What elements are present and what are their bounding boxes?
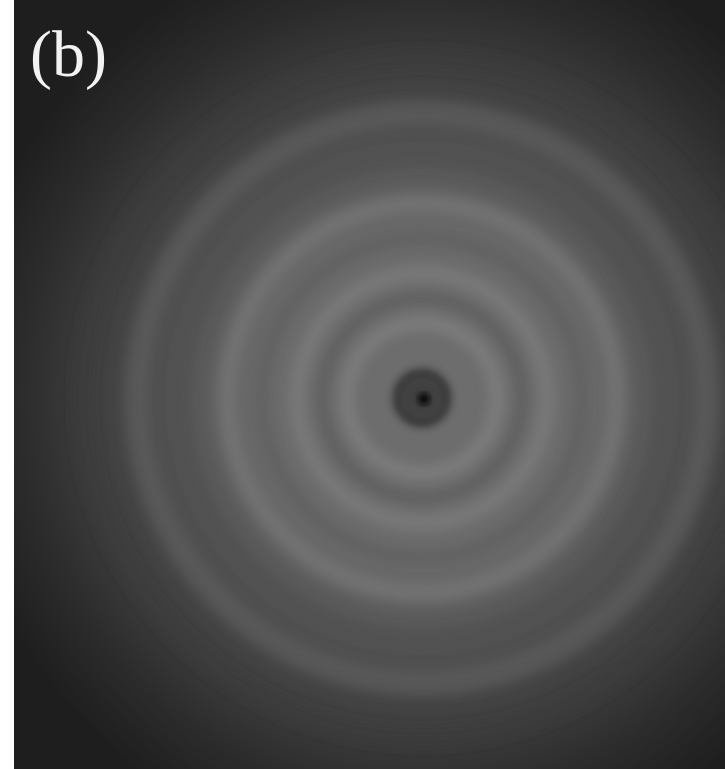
panel-label: (b) <box>30 18 107 91</box>
figure-panel: (b) <box>0 0 725 769</box>
page: {"panel": {"label": "(b)"}} <box>0 0 725 769</box>
center-dot <box>418 393 430 405</box>
